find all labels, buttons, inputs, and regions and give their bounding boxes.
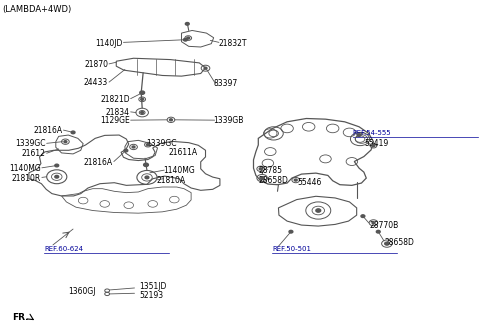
Circle shape: [385, 243, 388, 245]
Circle shape: [261, 177, 264, 179]
Text: 28785: 28785: [258, 166, 282, 175]
Text: 1339GC: 1339GC: [15, 139, 46, 149]
Circle shape: [141, 112, 144, 114]
Text: 21612: 21612: [22, 149, 46, 159]
Circle shape: [187, 37, 190, 39]
Text: 55446: 55446: [298, 177, 322, 187]
Text: REF.60-624: REF.60-624: [44, 246, 83, 252]
Circle shape: [55, 164, 59, 167]
Circle shape: [294, 179, 297, 181]
Text: 1351JD: 1351JD: [139, 282, 167, 291]
Circle shape: [146, 144, 149, 146]
Text: 21870: 21870: [84, 60, 108, 69]
Text: 83397: 83397: [214, 79, 238, 88]
Text: 1140MG: 1140MG: [9, 164, 41, 173]
Circle shape: [316, 209, 321, 212]
Circle shape: [144, 163, 148, 166]
Text: 28658D: 28658D: [258, 176, 288, 185]
Text: 24433: 24433: [84, 78, 108, 87]
Circle shape: [141, 98, 144, 100]
Text: (LAMBDA+4WD): (LAMBDA+4WD): [2, 5, 72, 14]
Text: 21816A: 21816A: [34, 126, 62, 135]
Text: 1140JD: 1140JD: [95, 38, 122, 48]
Circle shape: [372, 145, 375, 147]
Circle shape: [124, 149, 128, 152]
Text: 21611A: 21611A: [168, 148, 197, 157]
Circle shape: [372, 222, 375, 224]
Text: 1129GE: 1129GE: [100, 116, 130, 125]
Circle shape: [145, 176, 149, 179]
Text: 28658D: 28658D: [384, 238, 414, 247]
Text: 28770B: 28770B: [370, 220, 399, 230]
Text: 21810A: 21810A: [156, 176, 185, 185]
Text: 55419: 55419: [365, 139, 389, 148]
Text: 52193: 52193: [139, 291, 163, 300]
Circle shape: [357, 134, 361, 136]
Text: 21816A: 21816A: [84, 158, 113, 167]
Text: 21821D: 21821D: [100, 95, 130, 104]
Circle shape: [140, 91, 144, 94]
Text: 1140MG: 1140MG: [163, 166, 195, 175]
Circle shape: [55, 175, 59, 178]
Circle shape: [289, 230, 293, 233]
Circle shape: [169, 119, 172, 121]
Text: 1339GC: 1339GC: [146, 139, 177, 148]
Text: 21834: 21834: [106, 108, 130, 117]
Text: FR.: FR.: [12, 313, 29, 322]
Circle shape: [71, 131, 75, 134]
Circle shape: [259, 168, 262, 170]
Text: REF.50-501: REF.50-501: [272, 246, 311, 252]
Circle shape: [204, 67, 207, 69]
Circle shape: [185, 23, 189, 25]
Text: 1360GJ: 1360GJ: [69, 287, 96, 296]
Circle shape: [376, 230, 380, 233]
Text: 21810R: 21810R: [12, 173, 41, 183]
Circle shape: [64, 141, 67, 143]
Text: 21832T: 21832T: [218, 38, 247, 48]
Text: 1339GB: 1339GB: [214, 116, 244, 125]
Circle shape: [361, 215, 365, 217]
Text: REF.54-555: REF.54-555: [353, 130, 392, 136]
Circle shape: [183, 38, 187, 41]
Circle shape: [132, 146, 135, 148]
